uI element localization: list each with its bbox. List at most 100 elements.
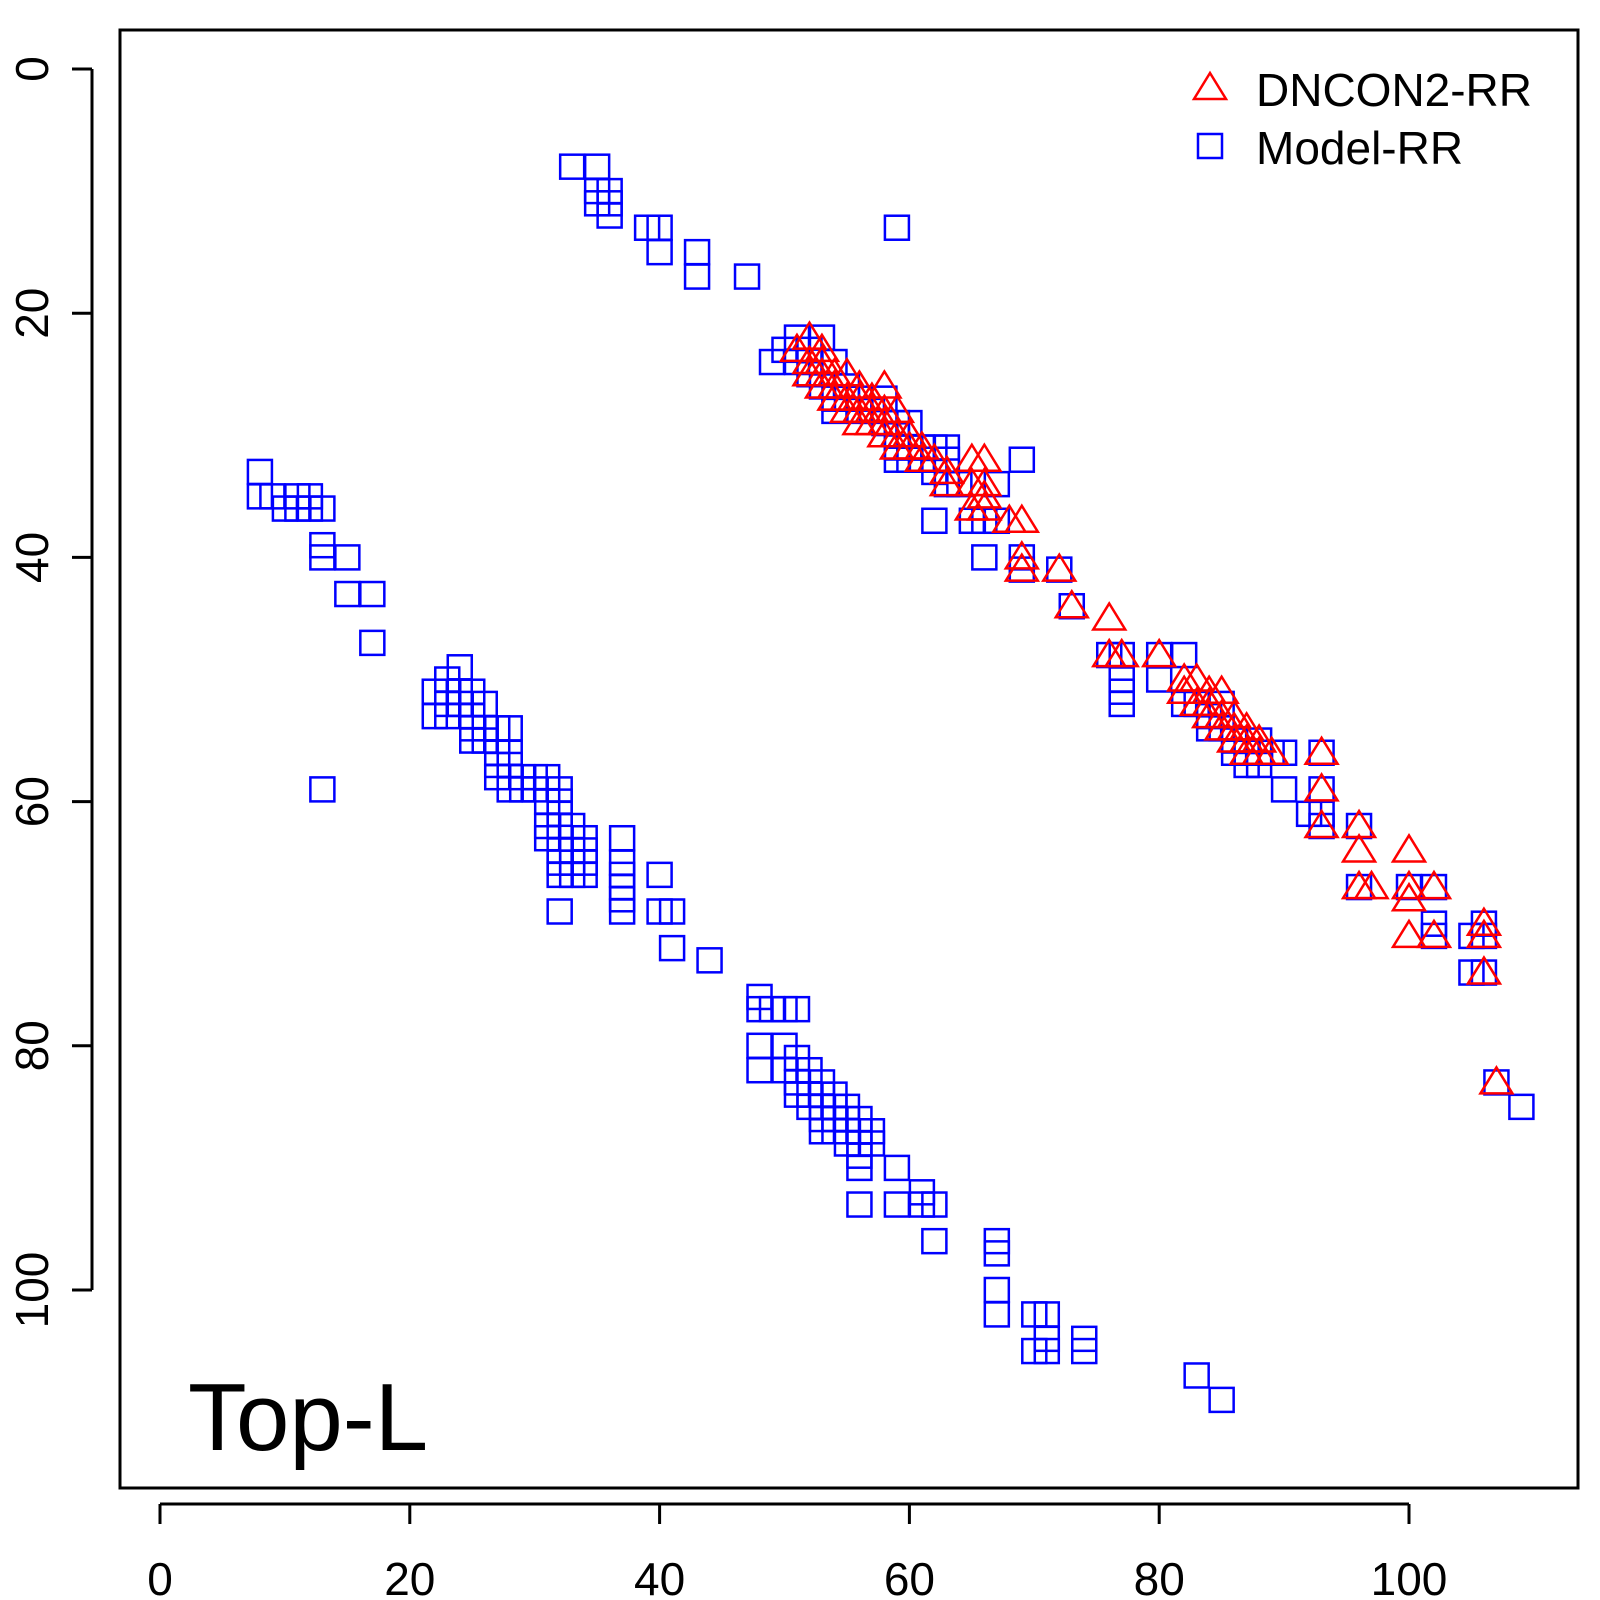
point-square <box>608 898 636 925</box>
top-l-annotation: Top-L <box>188 1364 428 1471</box>
legend-marker-square <box>1196 132 1224 160</box>
point-square <box>921 1227 948 1255</box>
point-triangle <box>1478 1065 1515 1095</box>
point-square <box>1145 666 1173 693</box>
point-triangle <box>1140 637 1178 668</box>
point-square <box>883 214 911 241</box>
point-square <box>596 202 623 229</box>
point-triangle <box>1390 833 1428 863</box>
point-square <box>309 495 336 522</box>
point-triangle <box>891 417 928 448</box>
point-square <box>334 544 361 571</box>
point-triangle <box>916 442 953 472</box>
point-triangle <box>1303 735 1340 766</box>
data-points <box>246 153 1535 1414</box>
point-square <box>1183 1362 1210 1389</box>
y-tick-label: 100 <box>6 1252 58 1329</box>
point-square <box>546 898 573 925</box>
Model-RR-series <box>246 153 1535 1414</box>
point-square <box>334 580 361 608</box>
point-triangle <box>1303 772 1340 802</box>
DNCON2-RR-series <box>778 320 1515 1095</box>
point-triangle <box>1340 833 1378 863</box>
point-triangle <box>1253 735 1290 766</box>
point-triangle <box>1053 588 1091 619</box>
point-triangle <box>1465 918 1503 949</box>
point-triangle <box>1091 601 1128 631</box>
point-triangle <box>1465 955 1503 985</box>
legend-label: Model-RR <box>1256 122 1463 174</box>
point-triangle <box>903 430 941 460</box>
x-axis: 0 20 40 60 80 100 <box>147 1502 1448 1600</box>
point-square <box>883 1154 911 1182</box>
point-triangle <box>1465 906 1503 936</box>
point-square <box>646 861 673 889</box>
point-triangle <box>1041 552 1078 582</box>
point-triangle <box>1415 918 1453 949</box>
legend-label: DNCON2-RR <box>1256 64 1532 116</box>
point-triangle <box>928 466 966 497</box>
point-square <box>658 898 686 925</box>
point-square <box>746 1056 773 1084</box>
y-tick-label: 80 <box>6 1020 58 1071</box>
point-square <box>1008 446 1036 473</box>
x-tick-label: 40 <box>634 1553 685 1600</box>
point-square <box>733 263 761 290</box>
x-tick-label: 0 <box>147 1553 173 1600</box>
point-square <box>683 263 711 290</box>
point-square <box>309 776 336 803</box>
y-tick-label: 0 <box>6 56 58 82</box>
x-tick-label: 100 <box>1371 1553 1448 1600</box>
point-square <box>971 544 998 571</box>
point-triangle <box>1003 540 1041 570</box>
point-triangle <box>966 491 1003 521</box>
point-triangle <box>1390 918 1428 949</box>
point-triangle <box>1353 869 1390 900</box>
point-square <box>359 629 386 657</box>
point-square <box>983 1301 1011 1328</box>
x-tick-label: 20 <box>384 1553 435 1600</box>
point-square <box>696 947 723 974</box>
point-square <box>1033 1337 1061 1365</box>
point-square <box>783 995 811 1023</box>
point-square <box>746 1032 773 1060</box>
point-square <box>1108 690 1135 718</box>
point-triangle <box>1240 723 1278 753</box>
point-triangle <box>1103 637 1140 668</box>
legend-marker-triangle <box>1191 70 1229 101</box>
point-square <box>558 153 586 180</box>
point-square <box>359 580 386 608</box>
point-square <box>608 824 636 852</box>
y-tick-label: 60 <box>6 776 58 827</box>
point-triangle <box>1415 869 1453 900</box>
point-square <box>571 861 598 889</box>
point-square <box>1508 1093 1535 1121</box>
point-square <box>1071 1337 1098 1365</box>
point-square <box>921 1191 948 1218</box>
point-triangle <box>1303 808 1340 839</box>
point-square <box>658 934 686 962</box>
point-square <box>583 153 611 180</box>
point-square <box>983 1240 1011 1267</box>
point-square <box>883 1191 911 1218</box>
plot-frame <box>118 28 1580 1490</box>
y-tick-label: 40 <box>6 532 58 583</box>
x-tick-label: 60 <box>884 1553 935 1600</box>
point-square <box>683 238 711 266</box>
point-square <box>846 1191 873 1218</box>
point-triangle <box>1003 552 1041 582</box>
point-square <box>921 507 948 535</box>
point-square <box>246 458 274 486</box>
x-tick-label: 80 <box>1134 1553 1185 1600</box>
point-square <box>646 238 673 266</box>
legend: DNCON2-RR Model-RR <box>1191 64 1532 174</box>
point-square <box>1170 641 1198 669</box>
y-tick-label: 20 <box>6 288 58 339</box>
y-axis: 0 20 40 60 80 100 <box>6 56 94 1329</box>
point-square <box>1208 1386 1235 1414</box>
point-triangle <box>966 478 1003 509</box>
point-triangle <box>1390 869 1428 900</box>
point-square <box>1270 776 1298 803</box>
point-triangle <box>1003 503 1041 534</box>
